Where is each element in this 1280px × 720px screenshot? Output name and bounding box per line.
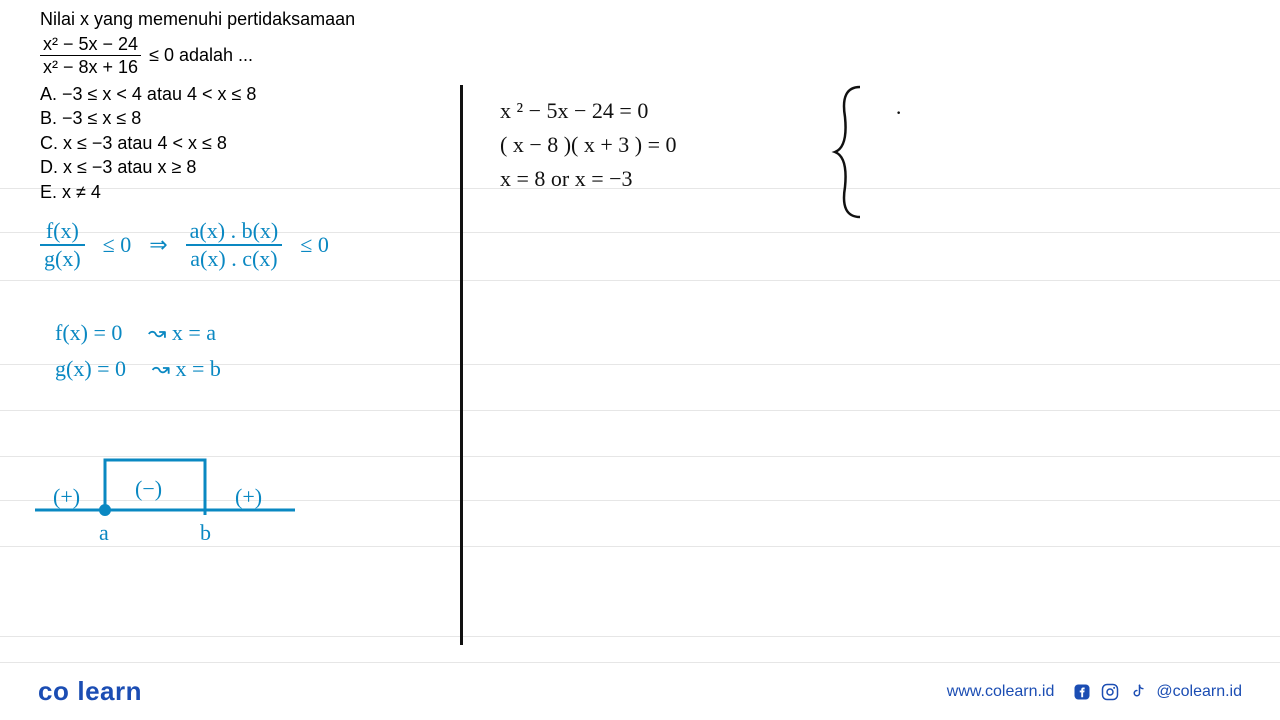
frac-ab: a(x) . b(x) a(x) . c(x) bbox=[186, 218, 283, 272]
curly-brace-svg bbox=[830, 82, 880, 222]
tiktok-icon[interactable] bbox=[1128, 682, 1148, 702]
f-eq-res: ↝ x = a bbox=[148, 320, 216, 345]
nl-left: (+) bbox=[53, 484, 80, 510]
dot-mark: · bbox=[895, 100, 902, 126]
option-e: E. x ≠ 4 bbox=[40, 181, 355, 204]
f-eq: f(x) = 0 bbox=[55, 320, 122, 345]
fraction-numerator: x² − 5x − 24 bbox=[40, 33, 141, 57]
frac-fg: f(x) g(x) bbox=[40, 218, 85, 272]
g-eq-res: ↝ x = b bbox=[152, 356, 221, 381]
work-right: x ² − 5x − 24 = 0 ( x − 8 )( x + 3 ) = 0… bbox=[500, 90, 800, 192]
wr-1: x ² − 5x − 24 = 0 bbox=[500, 98, 800, 124]
arrow: ⇒ bbox=[149, 232, 167, 258]
question-after: ≤ 0 adalah ... bbox=[149, 44, 253, 67]
wr-2: ( x − 8 )( x + 3 ) = 0 bbox=[500, 132, 800, 158]
rel1: ≤ 0 bbox=[103, 232, 132, 258]
g-eq: g(x) = 0 bbox=[55, 356, 126, 381]
brand-logo: colearn bbox=[38, 676, 142, 707]
page: Nilai x yang memenuhi pertidaksamaan x² … bbox=[0, 0, 1280, 720]
option-a: A. −3 ≤ x < 4 atau 4 < x ≤ 8 bbox=[40, 83, 355, 106]
vertical-divider bbox=[460, 85, 463, 645]
work-left-mid: f(x) = 0 ↝ x = a g(x) = 0 ↝ x = b bbox=[55, 310, 221, 382]
curly-brace bbox=[830, 82, 880, 222]
question-fraction: x² − 5x − 24 x² − 8x + 16 bbox=[40, 33, 141, 79]
footer-url[interactable]: www.colearn.id bbox=[947, 683, 1055, 701]
answer-options: A. −3 ≤ x < 4 atau 4 < x ≤ 8 B. −3 ≤ x ≤… bbox=[40, 83, 355, 204]
wr-3: x = 8 or x = −3 bbox=[500, 166, 800, 192]
instagram-icon[interactable] bbox=[1100, 682, 1120, 702]
option-b: B. −3 ≤ x ≤ 8 bbox=[40, 107, 355, 130]
nl-a: a bbox=[99, 520, 109, 546]
number-line: (+) (−) (+) a b bbox=[35, 440, 315, 560]
question-block: Nilai x yang memenuhi pertidaksamaan x² … bbox=[40, 8, 355, 203]
nl-b: b bbox=[200, 520, 211, 546]
fraction-denominator: x² − 8x + 16 bbox=[40, 56, 141, 79]
nl-mid: (−) bbox=[135, 476, 162, 502]
question-title: Nilai x yang memenuhi pertidaksamaan bbox=[40, 8, 355, 31]
footer-handle[interactable]: @colearn.id bbox=[1156, 683, 1242, 701]
footer: colearn www.colearn.id @colearn.id bbox=[0, 662, 1280, 720]
work-left-top: f(x) g(x) ≤ 0 ⇒ a(x) . b(x) a(x) . c(x) … bbox=[40, 218, 440, 272]
footer-right: www.colearn.id @colearn.id bbox=[947, 682, 1242, 702]
facebook-icon[interactable] bbox=[1072, 682, 1092, 702]
nl-right: (+) bbox=[235, 484, 262, 510]
rel2: ≤ 0 bbox=[300, 232, 329, 258]
option-c: C. x ≤ −3 atau 4 < x ≤ 8 bbox=[40, 132, 355, 155]
option-d: D. x ≤ −3 atau x ≥ 8 bbox=[40, 156, 355, 179]
